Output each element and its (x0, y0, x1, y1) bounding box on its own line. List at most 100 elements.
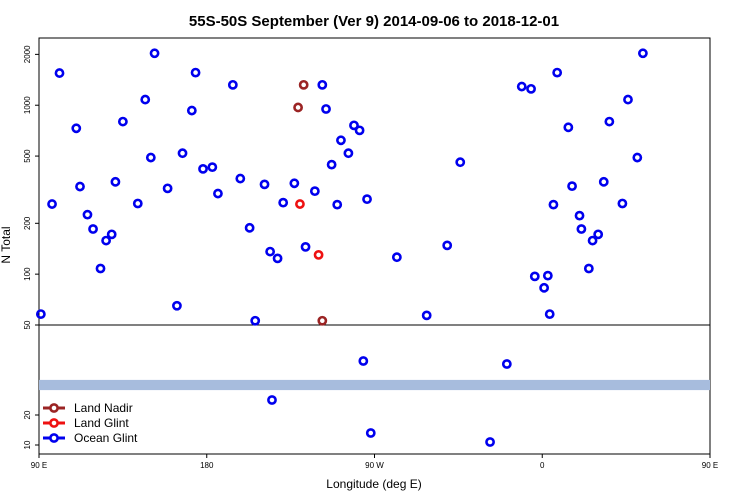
ocean-glint-point (71, 123, 82, 134)
y-tick-label-upper: 50 (23, 320, 32, 329)
x-tick-label: 90 E (31, 461, 47, 470)
ocean-glint-point-lower (501, 359, 512, 369)
ocean-glint-point (207, 162, 218, 173)
ocean-glint-point (35, 309, 46, 320)
ocean-glint-point (95, 263, 106, 274)
ocean-glint-point (336, 135, 346, 146)
y-tick-label-upper: 100 (23, 267, 32, 281)
ocean-glint-point (563, 122, 574, 133)
ocean-glint-point (516, 81, 527, 92)
ocean-glint-point (604, 116, 615, 127)
ocean-glint-point (198, 163, 208, 174)
chart-title: 55S-50S September (Ver 9) 2014-09-06 to … (189, 13, 559, 30)
ocean-glint-point (162, 183, 173, 194)
legend-label: Ocean Glint (74, 431, 138, 445)
ocean-glint-point (349, 120, 359, 131)
ocean-glint-point (101, 235, 111, 246)
ocean-glint-point-lower (365, 428, 376, 438)
ocean-glint-point (300, 241, 311, 252)
x-tick-label: 0 (540, 461, 545, 470)
ocean-glint-point (542, 270, 553, 281)
ocean-glint-point-lower (267, 395, 277, 405)
ocean-glint-point (391, 252, 402, 263)
ocean-glint-point (82, 209, 93, 220)
x-axis-label: Longitude (deg E) (326, 477, 421, 491)
ocean-glint-point (332, 199, 343, 210)
ocean-glint-point (548, 199, 559, 210)
ocean-glint-point (421, 310, 432, 321)
ocean-glint-point (598, 176, 609, 187)
ocean-glint-point (140, 94, 151, 105)
y-tick-label-upper: 1000 (23, 96, 32, 114)
ocean-glint-point (455, 157, 466, 168)
ocean-glint-point (227, 79, 238, 90)
ocean-glint-point (244, 222, 255, 233)
ocean-glint-point (623, 94, 633, 105)
ocean-glint-point (632, 152, 643, 163)
x-tick-label: 90 E (702, 461, 718, 470)
land-glint-point (313, 250, 324, 260)
land-nadir-point (293, 102, 303, 113)
y-tick-label-upper: 2000 (23, 45, 32, 63)
ocean-glint-point (259, 179, 270, 190)
legend-swatch-marker (49, 433, 59, 443)
ocean-glint-point-lower (485, 437, 495, 447)
ocean-glint-point (539, 282, 550, 293)
ocean-glint-point (326, 159, 337, 170)
ocean-glint-point (145, 152, 156, 163)
ocean-glint-point (132, 198, 143, 209)
ocean-glint-point (617, 198, 628, 209)
ocean-glint-point (317, 79, 328, 90)
land-nadir-point (317, 315, 328, 326)
ocean-glint-point (272, 253, 283, 264)
ocean-glint-point (213, 188, 223, 199)
ocean-glint-point (442, 240, 453, 251)
ocean-glint-point (309, 186, 320, 197)
ocean-glint-point (362, 194, 372, 205)
ocean-glint-point (574, 210, 585, 221)
ocean-glint-point (106, 229, 117, 240)
ocean-glint-point (576, 224, 587, 234)
ocean-glint-point (354, 125, 365, 136)
y-tick-label-upper: 200 (23, 216, 32, 230)
legend-label: Land Glint (74, 416, 129, 430)
legend-label: Land Nadir (74, 401, 133, 415)
plot-frame (38, 37, 711, 455)
land-glint-point (295, 199, 305, 209)
ocean-glint-point (54, 68, 65, 78)
ocean-glint-point (593, 229, 604, 240)
legend-swatch-marker (49, 403, 59, 413)
legend-swatch-marker (49, 418, 59, 428)
ocean-glint-point (117, 116, 128, 127)
ocean-glint-point (289, 178, 300, 189)
ocean-glint-point (638, 48, 648, 59)
ocean-glint-point (75, 181, 85, 192)
ocean-glint-point (110, 176, 121, 187)
y-tick-label-lower: 10 (23, 440, 32, 449)
ocean-glint-point (265, 246, 276, 257)
ocean-glint-point (88, 224, 98, 234)
ocean-glint-point-lower (358, 356, 369, 366)
ocean-glint-point (186, 105, 197, 116)
ocean-glint-point (529, 271, 540, 282)
ocean-glint-point (250, 315, 261, 326)
ocean-glint-point (544, 309, 555, 320)
x-tick-label: 90 W (365, 461, 384, 470)
ocean-glint-point (343, 148, 354, 159)
ocean-glint-point (235, 173, 246, 184)
ocean-glint-point (278, 197, 289, 208)
lower-band (39, 379, 710, 391)
ocean-glint-point (47, 199, 57, 209)
y-tick-label-lower: 20 (23, 410, 32, 419)
ocean-glint-point (587, 235, 598, 246)
ocean-glint-point (567, 181, 577, 192)
ocean-glint-point (583, 263, 594, 274)
ocean-glint-point (321, 104, 331, 114)
y-axis-label: N Total (0, 226, 13, 263)
ocean-glint-point (177, 148, 188, 159)
ocean-glint-point (190, 67, 201, 78)
ocean-glint-point (526, 83, 536, 94)
ocean-glint-point (149, 48, 160, 59)
